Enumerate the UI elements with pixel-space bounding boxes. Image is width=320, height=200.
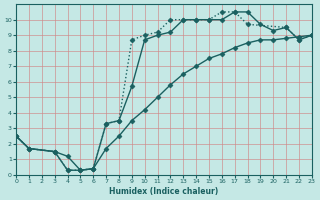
- X-axis label: Humidex (Indice chaleur): Humidex (Indice chaleur): [109, 187, 219, 196]
